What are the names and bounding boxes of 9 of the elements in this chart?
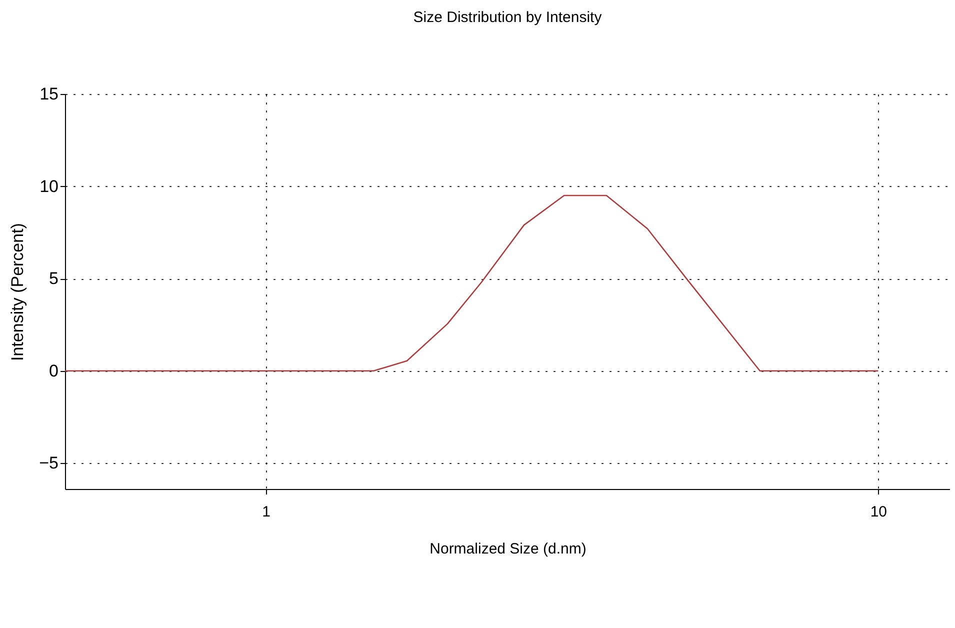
x-tick-label: 1 bbox=[262, 504, 270, 520]
y-tick-label: −5 bbox=[39, 454, 58, 473]
y-tick-label: 10 bbox=[40, 176, 58, 196]
chart-title: Size Distribution by Intensity bbox=[413, 9, 602, 26]
x-axis-title: Normalized Size (d.nm) bbox=[430, 540, 586, 558]
y-axis-title: Intensity (Percent) bbox=[8, 223, 28, 361]
y-tick-label: 5 bbox=[49, 269, 58, 288]
y-tick-label: 0 bbox=[49, 361, 58, 380]
y-tick-label: 15 bbox=[40, 84, 58, 104]
